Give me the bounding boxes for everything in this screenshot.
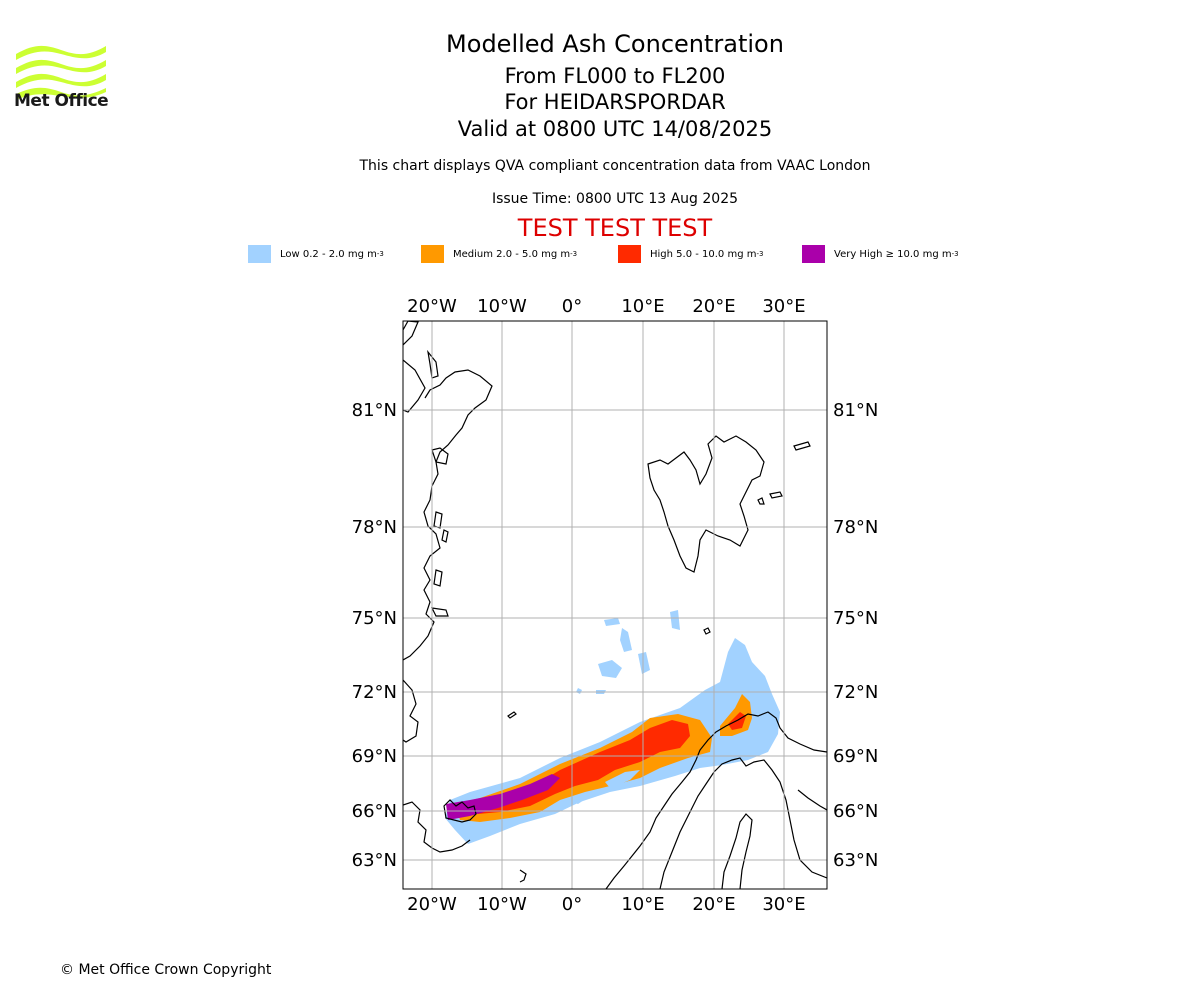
lat-tick-right: 81°N	[833, 400, 878, 421]
lat-tick-left: 75°N	[352, 608, 397, 629]
lon-tick-top: 30°E	[762, 296, 805, 317]
lon-tick-top: 10°W	[477, 296, 527, 317]
lat-tick-left: 69°N	[352, 746, 397, 767]
lat-tick-right: 63°N	[833, 850, 878, 871]
lat-tick-left: 78°N	[352, 517, 397, 538]
lon-tick-bottom: 20°E	[692, 894, 735, 915]
lat-tick-left: 72°N	[352, 682, 397, 703]
lon-tick-bottom: 10°E	[621, 894, 664, 915]
lon-tick-bottom: 10°W	[477, 894, 527, 915]
copyright-notice: © Met Office Crown Copyright	[60, 962, 271, 978]
lon-tick-top: 0°	[562, 296, 582, 317]
lat-tick-right: 66°N	[833, 801, 878, 822]
lon-tick-bottom: 0°	[562, 894, 582, 915]
lat-tick-right: 78°N	[833, 517, 878, 538]
lon-tick-bottom: 20°W	[407, 894, 457, 915]
lon-tick-bottom: 30°E	[762, 894, 805, 915]
lat-tick-right: 69°N	[833, 746, 878, 767]
lon-tick-top: 10°E	[621, 296, 664, 317]
lon-tick-top: 20°W	[407, 296, 457, 317]
lat-tick-left: 81°N	[352, 400, 397, 421]
lat-tick-right: 72°N	[833, 682, 878, 703]
lat-tick-left: 66°N	[352, 801, 397, 822]
lat-tick-right: 75°N	[833, 608, 878, 629]
lat-tick-left: 63°N	[352, 850, 397, 871]
lon-tick-top: 20°E	[692, 296, 735, 317]
